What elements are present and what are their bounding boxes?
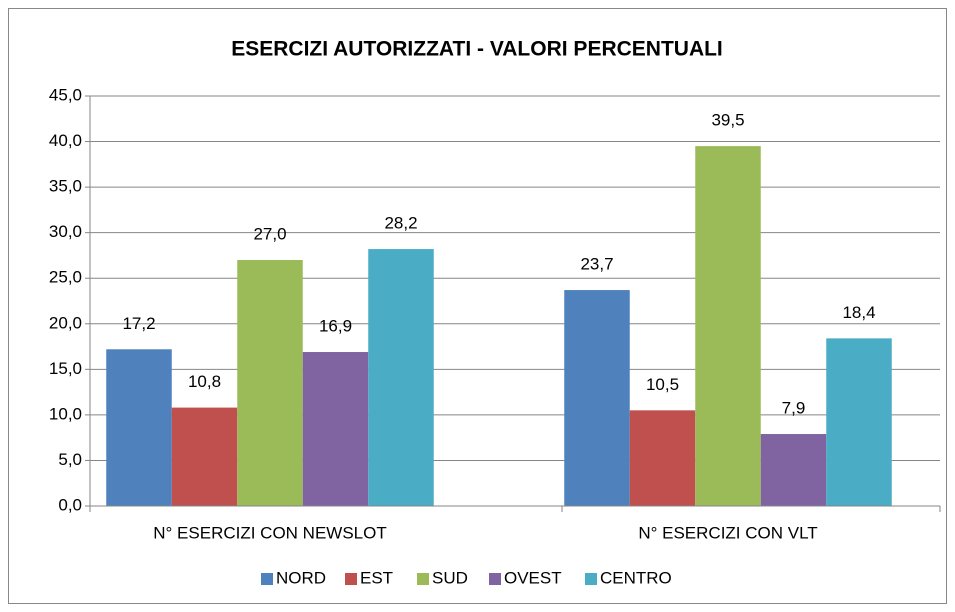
- y-tick-label: 45,0: [49, 85, 82, 104]
- bar: [171, 407, 238, 506]
- data-label: 23,7: [580, 255, 613, 274]
- legend-label: OVEST: [504, 568, 562, 587]
- bar: [564, 290, 630, 506]
- y-tick-label: 10,0: [49, 404, 82, 423]
- data-label: 10,8: [188, 372, 221, 391]
- chart-border: [8, 8, 947, 604]
- y-tick-label: 35,0: [49, 177, 82, 196]
- legend-label: SUD: [432, 568, 468, 587]
- data-label: 16,9: [319, 317, 352, 336]
- legend-label: CENTRO: [600, 568, 672, 587]
- legend-swatch: [345, 573, 357, 585]
- bar: [826, 338, 892, 506]
- y-tick-label: 40,0: [49, 131, 82, 150]
- bar: [695, 146, 761, 506]
- y-tick-label: 5,0: [58, 450, 82, 469]
- chart-title: ESERCIZI AUTORIZZATI - VALORI PERCENTUAL…: [231, 38, 723, 61]
- x-tick-label: N° ESERCIZI CON NEWSLOT: [153, 523, 386, 542]
- bar: [106, 349, 172, 506]
- data-label: 18,4: [842, 303, 875, 322]
- x-tick-label: N° ESERCIZI CON VLT: [638, 523, 817, 542]
- y-tick-label: 15,0: [49, 359, 82, 378]
- data-label: 27,0: [253, 224, 286, 243]
- bar: [237, 260, 303, 506]
- y-tick-label: 30,0: [49, 222, 82, 241]
- legend-swatch: [585, 573, 597, 585]
- y-tick-label: 0,0: [58, 495, 82, 514]
- bar: [760, 434, 827, 506]
- data-label: 10,5: [646, 375, 679, 394]
- bar: [368, 249, 434, 507]
- y-tick-label: 25,0: [49, 268, 82, 287]
- legend-swatch: [261, 573, 273, 585]
- legend-label: NORD: [276, 568, 326, 587]
- data-label: 17,2: [122, 314, 155, 333]
- legend-label: EST: [360, 568, 393, 587]
- bar: [302, 352, 369, 506]
- data-label: 39,5: [711, 111, 744, 130]
- data-label: 7,9: [782, 399, 806, 418]
- legend-swatch: [489, 573, 501, 585]
- bar: [629, 410, 696, 506]
- y-tick-label: 20,0: [49, 313, 82, 332]
- legend-swatch: [417, 573, 429, 585]
- data-label: 28,2: [384, 214, 417, 233]
